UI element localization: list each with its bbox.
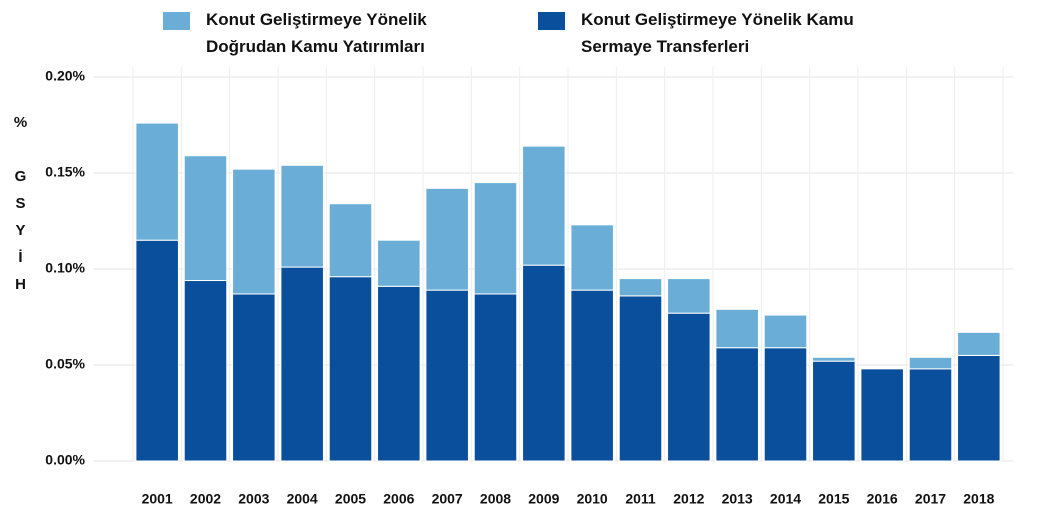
bar-segment (570, 289, 614, 462)
x-tick-label: 2010 (577, 491, 608, 507)
bar-segment (183, 280, 228, 462)
bar-segment (812, 356, 856, 362)
x-tick-label: 2017 (915, 491, 946, 507)
x-tick-label: 2013 (722, 491, 753, 507)
legend-swatch (163, 12, 190, 30)
bar-segment (328, 276, 373, 462)
legend-item: Konut Geliştirmeye Yönelik Kamu Sermaye … (538, 6, 898, 60)
bar-segment (280, 164, 324, 268)
bar-segment (522, 145, 566, 266)
bar-segment (957, 331, 1001, 356)
bar-segment (425, 289, 469, 462)
bar-segment (280, 266, 324, 462)
y-axis-label: % GSYİH (12, 114, 29, 303)
bar-segment (908, 368, 953, 462)
x-tick-label: 2007 (432, 491, 463, 507)
bar-segment (328, 203, 373, 278)
bar-segment (425, 187, 469, 291)
bar-segment (812, 360, 856, 462)
bar-segment (232, 293, 276, 462)
bar-segment (763, 314, 808, 349)
y-tick-label: 0.20% (45, 68, 85, 84)
x-tick-label: 2009 (528, 491, 559, 507)
bar-segment (377, 239, 421, 287)
x-tick-label: 2004 (287, 491, 318, 507)
bar-segment (135, 122, 179, 241)
x-tick-label: 2014 (770, 491, 801, 507)
y-tick-label: 0.15% (45, 164, 85, 180)
x-tick-label: 2003 (238, 491, 269, 507)
bar-segment (135, 239, 179, 462)
bar-segment (715, 308, 759, 349)
legend-label: Konut Geliştirmeye Yönelik Kamu Sermaye … (581, 10, 854, 56)
bar-segment (667, 278, 711, 314)
bar-segment (570, 224, 614, 291)
bar-segment (232, 168, 276, 295)
bar-segment (473, 182, 518, 295)
x-tick-label: 2011 (625, 491, 656, 507)
bar-segment (860, 368, 904, 462)
x-tick-label: 2016 (867, 491, 898, 507)
bar-segment (957, 354, 1001, 462)
bar-segment (715, 347, 759, 462)
legend-item: Konut Geliştirmeye Yönelik Doğrudan Kamu… (163, 6, 463, 60)
bar-segment (667, 312, 711, 462)
x-tick-label: 2005 (335, 491, 366, 507)
x-tick-label: 2015 (818, 491, 849, 507)
x-tick-label: 2018 (963, 491, 994, 507)
bar-segment (183, 155, 228, 282)
x-tick-label: 2012 (673, 491, 704, 507)
legend-label: Konut Geliştirmeye Yönelik Doğrudan Kamu… (206, 10, 427, 56)
bar-segment (908, 356, 953, 370)
bar-segment (618, 295, 663, 462)
x-tick-label: 2008 (480, 491, 511, 507)
x-tick-label: 2002 (190, 491, 221, 507)
bar-segment (473, 293, 518, 462)
x-tick-label: 2001 (142, 491, 173, 507)
bar-segment (618, 278, 663, 297)
bar-segment (522, 264, 566, 462)
bar-segment (377, 285, 421, 462)
x-tick-label: 2006 (383, 491, 414, 507)
bar-segment (763, 347, 808, 462)
legend-swatch (538, 12, 565, 30)
y-tick-label: 0.05% (45, 356, 85, 372)
y-tick-label: 0.00% (45, 452, 85, 468)
y-tick-label: 0.10% (45, 260, 85, 276)
